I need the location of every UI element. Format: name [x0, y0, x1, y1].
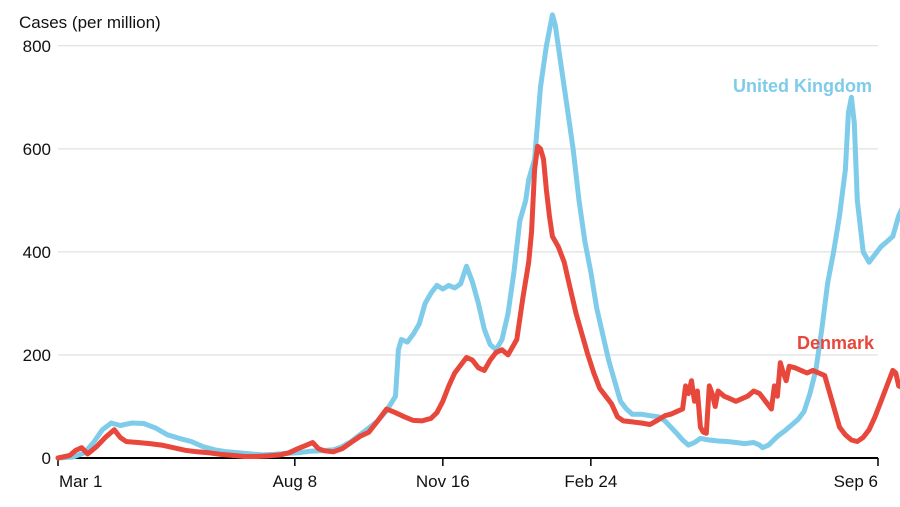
series: United Kingdom Denmark	[55, 12, 900, 461]
x-tick-label: Feb 24	[564, 472, 617, 491]
series-line-denmark	[55, 143, 900, 461]
y-axis-title: Cases (per million)	[19, 13, 161, 32]
axes: 0 200 400 600 800 Mar 1 Aug 8 Nov 16 Feb 24 Sep 6	[23, 37, 879, 491]
y-tick-label: 400	[23, 243, 51, 262]
x-tick-label: Mar 1	[59, 472, 102, 491]
y-tick-label: 800	[23, 37, 51, 56]
y-tick-label: 200	[23, 346, 51, 365]
x-tick-label: Sep 6	[834, 472, 878, 491]
y-tick-label: 600	[23, 140, 51, 159]
x-tick-label: Aug 8	[273, 472, 317, 491]
series-label-united-kingdom: United Kingdom	[733, 76, 872, 96]
gridlines	[58, 45, 878, 356]
series-label-denmark: Denmark	[797, 333, 875, 353]
x-tick-label: Nov 16	[416, 472, 470, 491]
y-tick-label: 0	[42, 449, 51, 468]
